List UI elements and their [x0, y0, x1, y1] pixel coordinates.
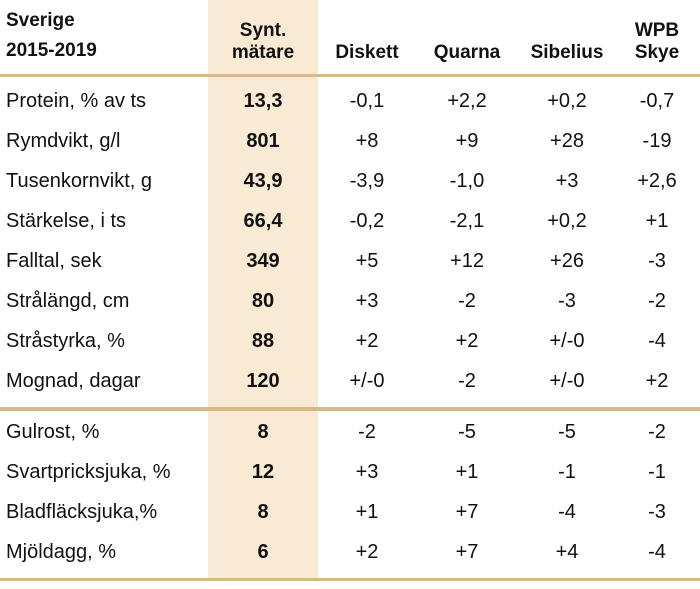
synt-value: 8 — [257, 501, 269, 523]
quarna-value: +7 — [455, 501, 479, 523]
diskett-value: +/-0 — [349, 370, 385, 392]
row-label: Strålängd, cm — [6, 290, 130, 312]
section-rule — [0, 407, 700, 411]
wpb-skye-value: -4 — [648, 330, 666, 352]
row-label: Gulrost, % — [6, 421, 100, 443]
row-label: Falltal, sek — [6, 250, 102, 272]
wpb-skye-value: -3 — [648, 250, 666, 272]
header-wpb-line2: Skye — [634, 42, 680, 63]
quarna-value: -5 — [458, 421, 476, 443]
table-row: Rymdvikt, g/l 801 +8 +9 +28 -19 — [0, 121, 700, 161]
sibelius-value: -4 — [558, 501, 576, 523]
header-sibelius: Sibelius — [530, 42, 604, 63]
diskett-value: -3,9 — [349, 170, 385, 192]
region-title: Sverige — [6, 10, 75, 31]
diskett-value: -0,2 — [349, 210, 385, 232]
quarna-value: -2 — [458, 290, 476, 312]
table-row: Gulrost, % 8 -2 -5 -5 -2 — [0, 412, 700, 452]
quarna-value: +1 — [455, 461, 479, 483]
table-row: Mognad, dagar 120 +/-0 -2 +/-0 +2 — [0, 361, 700, 401]
quarna-value: +12 — [450, 250, 484, 272]
header-wpb-skye: WPB Skye — [612, 20, 700, 64]
table-row: Protein, % av ts 13,3 -0,1 +2,2 +0,2 -0,7 — [0, 81, 700, 121]
synt-value: 12 — [251, 461, 275, 483]
header-quarna: Quarna — [433, 42, 501, 63]
wpb-skye-value: -0,7 — [639, 90, 675, 112]
header-synt: Synt. mätare — [208, 20, 318, 64]
synt-value: 66,4 — [243, 210, 283, 232]
header-synt-line1: Synt. — [239, 20, 287, 41]
synt-value: 801 — [246, 130, 280, 152]
table-row: Stärkelse, i ts 66,4 -0,2 -2,1 +0,2 +1 — [0, 201, 700, 241]
synt-column-shading — [208, 0, 318, 580]
wpb-skye-value: +2,6 — [637, 170, 677, 192]
header-synt-line2: mätare — [231, 42, 295, 63]
diskett-value: +3 — [355, 290, 379, 312]
table-row: Bladfläcksjuka,% 8 +1 +7 -4 -3 — [0, 492, 700, 532]
synt-value: 6 — [257, 541, 269, 563]
sibelius-value: +0,2 — [547, 210, 587, 232]
quarna-value: +2,2 — [447, 90, 487, 112]
synt-value: 13,3 — [243, 90, 283, 112]
period-title: 2015-2019 — [6, 40, 97, 61]
synt-value: 80 — [251, 290, 275, 312]
row-label: Bladfläcksjuka,% — [6, 501, 158, 523]
sibelius-value: -5 — [558, 421, 576, 443]
table-row: Mjöldagg, % 6 +2 +7 +4 -4 — [0, 532, 700, 572]
diskett-value: +3 — [355, 461, 379, 483]
sibelius-value: +28 — [550, 130, 584, 152]
row-label: Mjöldagg, % — [6, 541, 117, 563]
diskett-value: +2 — [355, 330, 379, 352]
row-label: Protein, % av ts — [6, 90, 147, 112]
table-row: Strålängd, cm 80 +3 -2 -3 -2 — [0, 281, 700, 321]
quarna-value: -1,0 — [449, 170, 485, 192]
sibelius-value: +26 — [550, 250, 584, 272]
quarna-value: +2 — [455, 330, 479, 352]
wpb-skye-value: -2 — [648, 290, 666, 312]
diskett-value: +2 — [355, 541, 379, 563]
wpb-skye-value: +2 — [645, 370, 669, 392]
wpb-skye-value: -19 — [642, 130, 672, 152]
diskett-value: -2 — [358, 421, 376, 443]
row-label: Rymdvikt, g/l — [6, 130, 121, 152]
synt-value: 349 — [246, 250, 280, 272]
quarna-value: +7 — [455, 541, 479, 563]
quarna-value: -2,1 — [449, 210, 485, 232]
diskett-value: -0,1 — [349, 90, 385, 112]
table-row: Tusenkornvikt, g 43,9 -3,9 -1,0 +3 +2,6 — [0, 161, 700, 201]
quarna-value: +9 — [455, 130, 479, 152]
sibelius-value: +0,2 — [547, 90, 587, 112]
sibelius-value: +3 — [555, 170, 579, 192]
diskett-value: +5 — [355, 250, 379, 272]
table-row: Svartpricksjuka, % 12 +3 +1 -1 -1 — [0, 452, 700, 492]
row-label: Mognad, dagar — [6, 370, 141, 392]
row-label: Svartpricksjuka, % — [6, 461, 171, 483]
synt-value: 43,9 — [243, 170, 283, 192]
sibelius-value: -1 — [558, 461, 576, 483]
table-row: Falltal, sek 349 +5 +12 +26 -3 — [0, 241, 700, 281]
header-wpb-line1: WPB — [634, 20, 680, 41]
synt-value: 8 — [257, 421, 269, 443]
bottom-rule — [0, 578, 700, 581]
synt-value: 120 — [246, 370, 280, 392]
diskett-value: +1 — [355, 501, 379, 523]
wpb-skye-value: -3 — [648, 501, 666, 523]
diskett-value: +8 — [355, 130, 379, 152]
sibelius-value: +4 — [555, 541, 579, 563]
wpb-skye-value: -2 — [648, 421, 666, 443]
quarna-value: -2 — [458, 370, 476, 392]
row-label: Tusenkornvikt, g — [6, 170, 152, 192]
header-rule — [0, 74, 700, 77]
sibelius-value: +/-0 — [549, 330, 585, 352]
synt-value: 88 — [251, 330, 275, 352]
row-label: Stärkelse, i ts — [6, 210, 127, 232]
wpb-skye-value: +1 — [645, 210, 669, 232]
wpb-skye-value: -1 — [648, 461, 666, 483]
wpb-skye-value: -4 — [648, 541, 666, 563]
table-row: Stråstyrka, % 88 +2 +2 +/-0 -4 — [0, 321, 700, 361]
row-label: Stråstyrka, % — [6, 330, 125, 352]
header-diskett: Diskett — [335, 42, 399, 63]
sibelius-value: -3 — [558, 290, 576, 312]
sibelius-value: +/-0 — [549, 370, 585, 392]
